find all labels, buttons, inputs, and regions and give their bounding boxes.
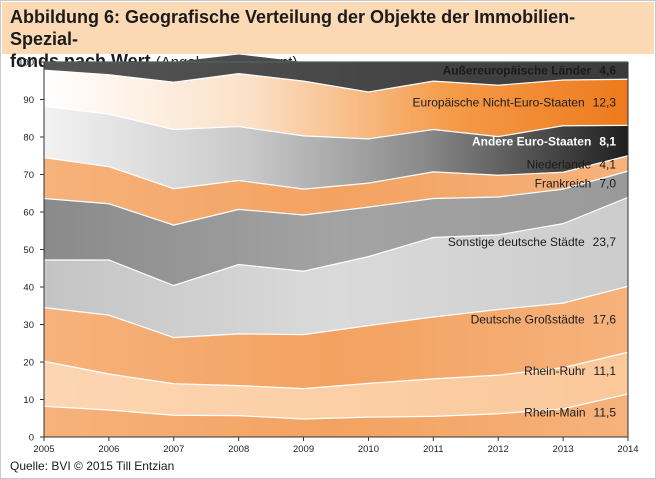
series-label-name: Rhein-Main (524, 405, 585, 419)
series-label-value: 7,0 (599, 176, 616, 190)
series-label: Rhein-Main 11,5 (524, 405, 616, 419)
series-label-value: 12,3 (593, 95, 617, 109)
y-tick-label: 10 (23, 395, 34, 406)
series-label-value: 11,1 (594, 364, 617, 378)
series-boundary-line (44, 196, 629, 287)
area-rhein-main (44, 393, 628, 437)
x-tick-label: 2005 (33, 444, 54, 455)
title-line-1: Abbildung 6: Geografische Verteilung der… (10, 7, 576, 49)
y-tick-label: 100 (18, 58, 34, 69)
series-boundary-line (43, 285, 629, 339)
series-boundary-line (43, 105, 629, 140)
stacked-area-chart: 0 10 20 30 40 50 60 70 80 90 100 2005 2006 2007 2008 20… (1, 54, 656, 458)
source-note: Quelle: BVI © 2015 Till Entzian (10, 459, 175, 473)
x-tick-label: 2007 (163, 444, 184, 455)
chart-svg: 0 10 20 30 40 50 60 70 80 90 100 2005 2006 2007 2008 20… (18, 54, 639, 456)
series-label-name: Außereuropäische Länder (443, 64, 592, 78)
x-tick-label: 2014 (617, 444, 638, 455)
y-tick-label: 40 (23, 283, 34, 294)
area-layers (43, 54, 629, 437)
area-niederlande (44, 155, 628, 226)
series-label-name: Rhein-Ruhr (524, 364, 585, 378)
series-label-name: Frankreich (535, 176, 592, 190)
series-label-name: Sonstige deutsche Städte (448, 235, 585, 249)
x-tick-label: 2012 (488, 444, 509, 455)
x-tick-label: 2006 (98, 444, 119, 455)
x-tick-label: 2008 (228, 444, 249, 455)
y-tick-label: 50 (23, 245, 34, 256)
series-boundary-line (43, 69, 629, 93)
area-andere-euro-staaten (44, 106, 628, 190)
series-label: Deutsche Großstädte 17,6 (471, 312, 617, 326)
series-label-value: 4,1 (599, 157, 616, 171)
area-sonstige-deutsche-städte (44, 197, 628, 338)
y-tick-label: 60 (23, 208, 34, 219)
series-labels: Rhein-Main 11,5 Rhein-Ruhr 11,1 Deutsche Gro… (413, 64, 617, 420)
series-label: Außereuropäische Länder 4,6 (443, 64, 617, 78)
series-label-name: Niederlande (527, 157, 592, 171)
area-frankreich (44, 171, 628, 286)
area-rhein-ruhr (44, 352, 628, 419)
series-label-name: Deutsche Großstädte (471, 312, 585, 326)
area-europäische-nicht-euro-staaten (44, 70, 628, 139)
series-label-name: Europäische Nicht-Euro-Staaten (413, 95, 585, 109)
series-label-value: 11,5 (594, 405, 617, 419)
series-boundary-line (43, 351, 629, 390)
series-label-value: 4,6 (599, 64, 616, 78)
series-label-value: 17,6 (593, 312, 617, 326)
series-label: Europäische Nicht-Euro-Staaten 12,3 (413, 95, 617, 109)
series-boundary-line (43, 170, 629, 226)
series-boundary-line (43, 155, 629, 190)
series-label: Andere Euro-Staaten 8,1 (472, 135, 616, 149)
x-tick-label: 2011 (423, 444, 443, 455)
series-label-value: 23,7 (593, 235, 617, 249)
series-label: Sonstige deutsche Städte 23,7 (448, 235, 616, 249)
figure-header: Abbildung 6: Geografische Verteilung der… (2, 2, 654, 71)
series-label-name: Andere Euro-Staaten (472, 135, 591, 149)
y-tick-label: 30 (23, 320, 34, 331)
axes: 0 10 20 30 40 50 60 70 80 90 100 2005 2006 2007 2008 20… (18, 58, 638, 456)
area-außereuropäische-länder (44, 54, 628, 92)
x-tick-label: 2009 (293, 444, 314, 455)
x-tick-label: 2013 (553, 444, 574, 455)
series-boundary-line (43, 393, 629, 420)
y-tick-label: 70 (23, 170, 34, 181)
y-tick-label: 0 (29, 433, 34, 444)
series-label-value: 8,1 (599, 135, 616, 149)
series-label: Niederlande 4,1 (527, 157, 617, 171)
x-tick-label: 2010 (358, 444, 379, 455)
y-tick-label: 20 (23, 358, 34, 369)
series-label: Rhein-Ruhr 11,1 (524, 364, 616, 378)
y-tick-label: 90 (23, 95, 34, 106)
series-label: Frankreich 7,0 (535, 176, 617, 190)
y-tick-label: 80 (23, 133, 34, 144)
